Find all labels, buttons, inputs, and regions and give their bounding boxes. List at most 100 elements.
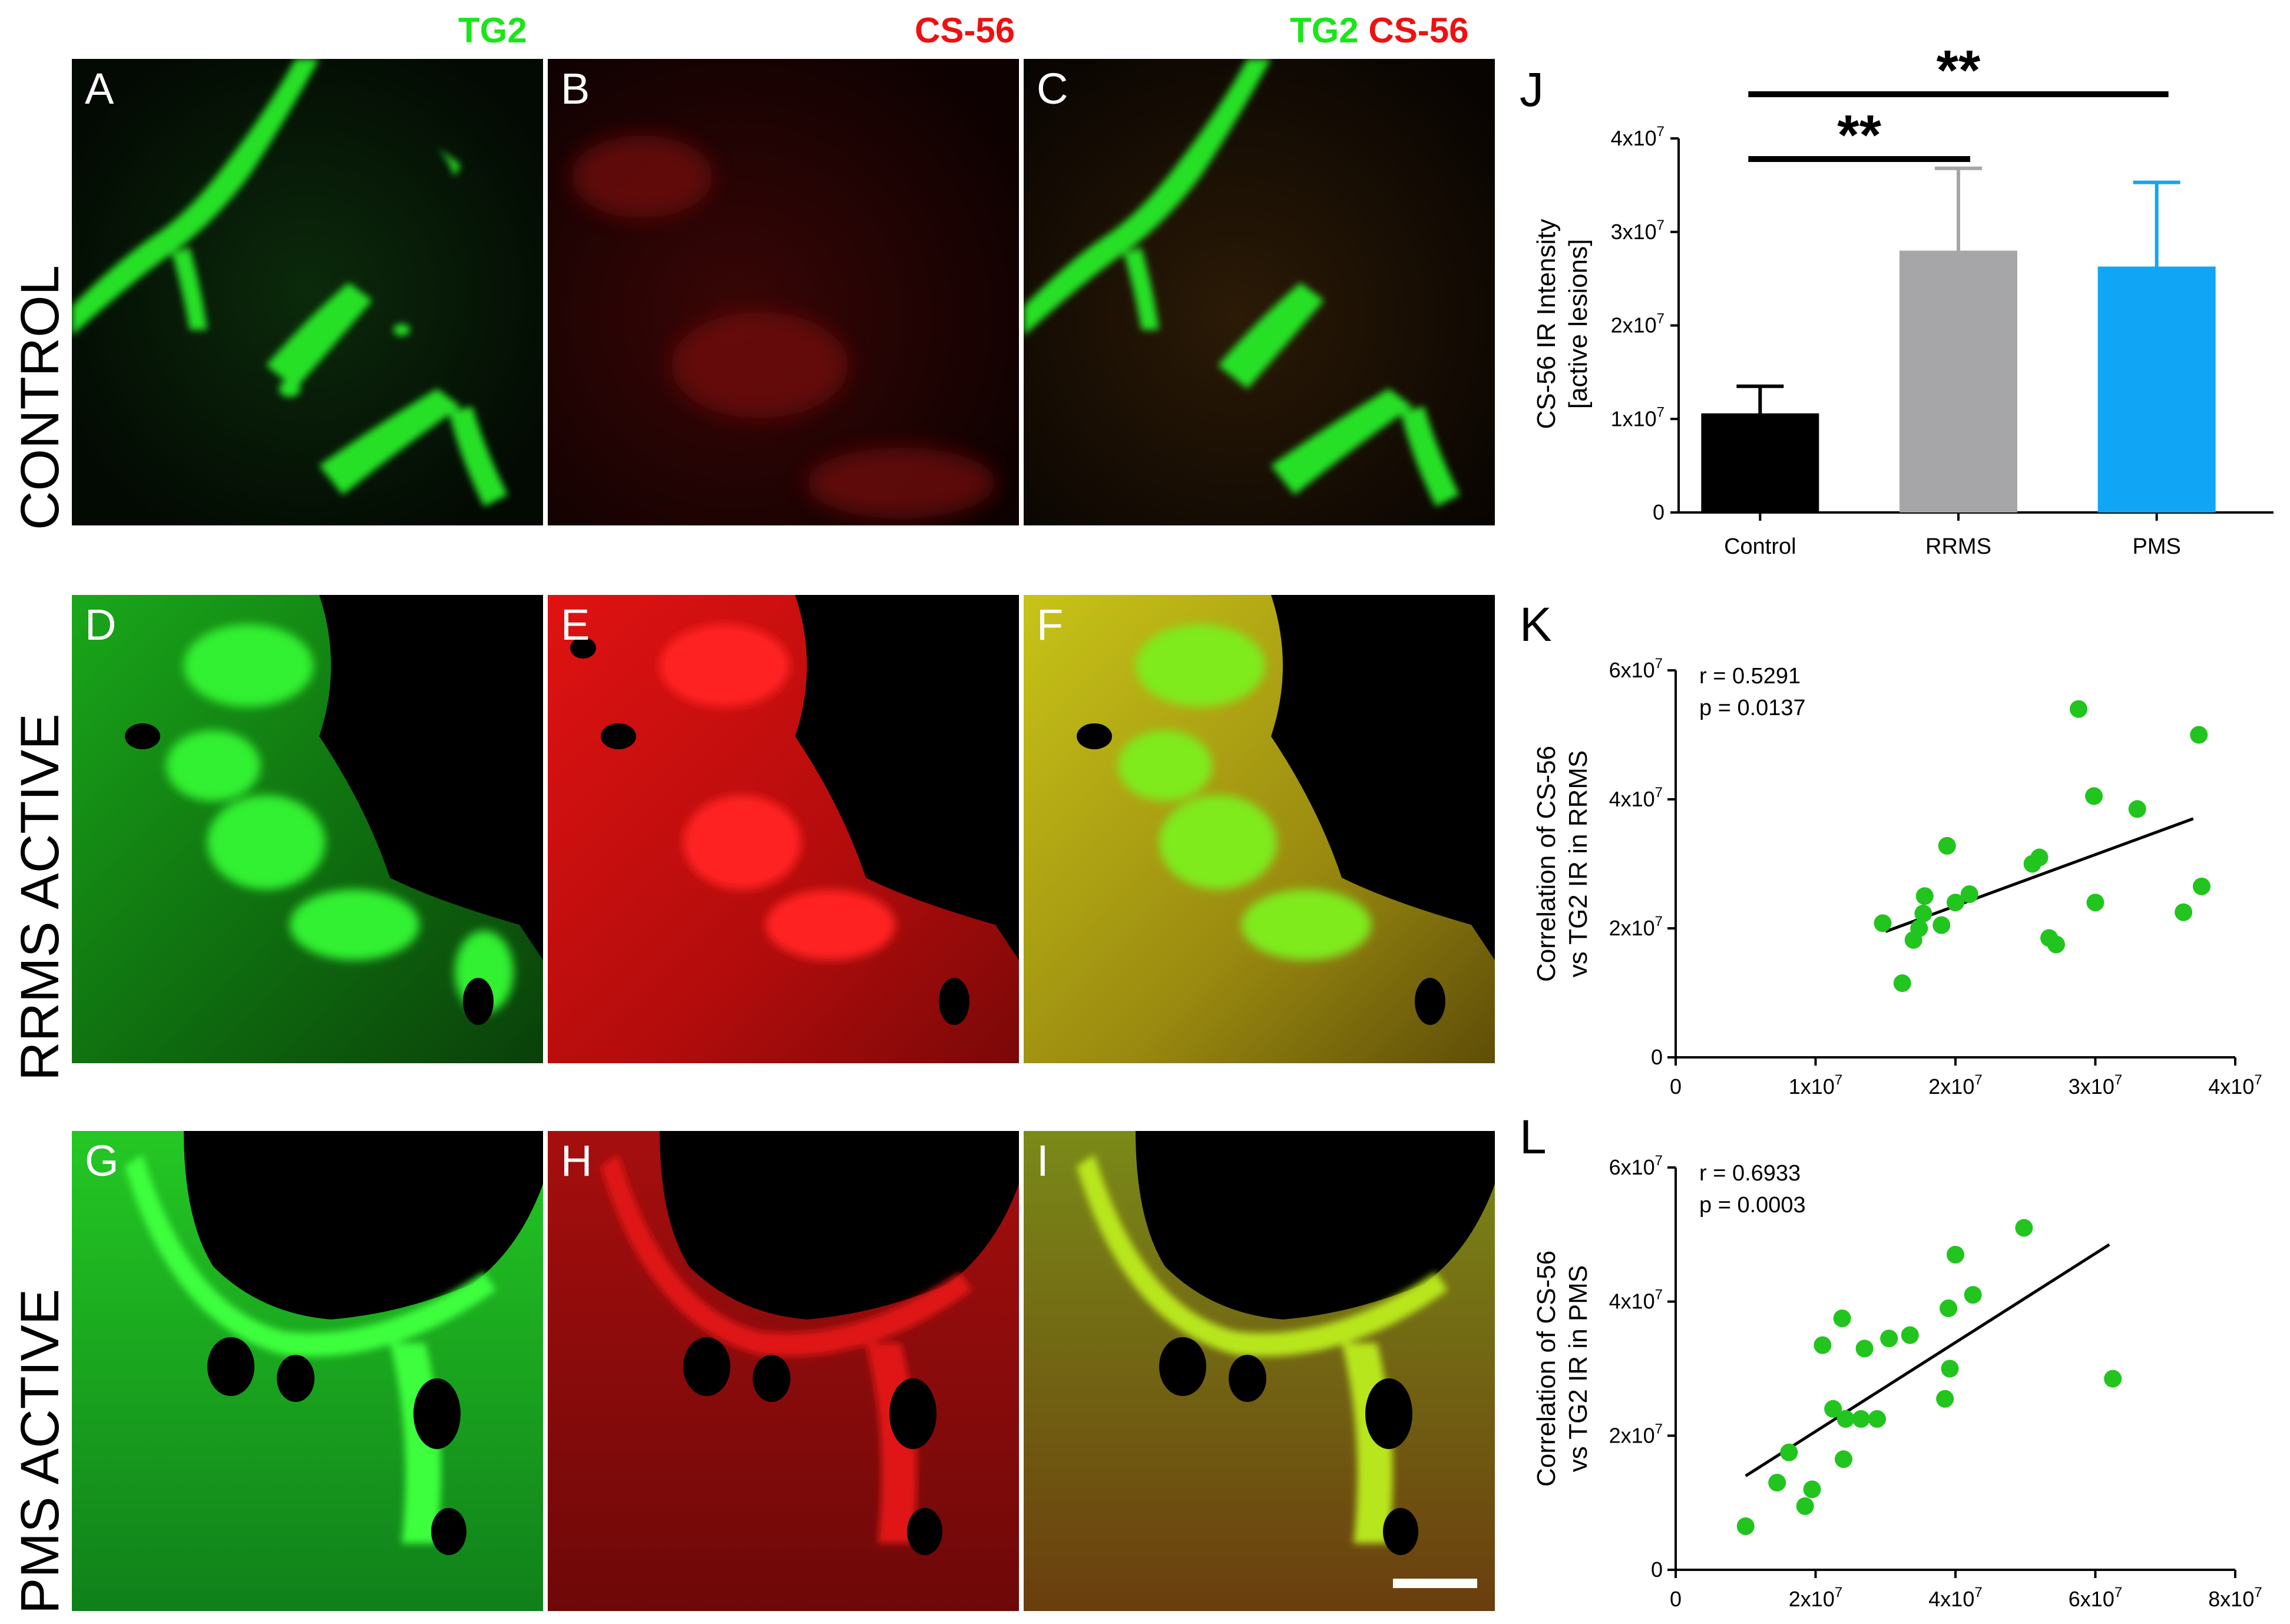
y-axis-label-line1: CS-56 IR Intensity xyxy=(1532,219,1561,429)
scatter-point xyxy=(2015,1219,2033,1237)
panel-label-h: H xyxy=(561,1136,593,1185)
chart-label-l: L xyxy=(1520,1110,1547,1164)
chart-j-svg: CS-56 IR Intensity [active lesions] 0 1x107… xyxy=(1532,39,2274,559)
x-tick-label: 4x107 xyxy=(2208,1072,2262,1099)
x-tick-label: 8x107 xyxy=(2208,1585,2262,1611)
scatter-point xyxy=(1938,836,1956,855)
panel-d-tg2-rrms: D xyxy=(72,595,543,1063)
panel-a-tg2-control: A xyxy=(72,59,543,525)
x-tick-label: 4x107 xyxy=(1928,1585,1982,1611)
chart-label-j: J xyxy=(1520,63,1544,117)
scatter-point xyxy=(1932,916,1951,934)
stat-r: r = 0.6933 xyxy=(1699,1161,1801,1186)
y-tick-label: 0 xyxy=(1653,500,1664,524)
x-tick-label: 6x107 xyxy=(2069,1585,2122,1611)
chart-label-k: K xyxy=(1520,598,1552,651)
scatter-point xyxy=(2070,700,2087,718)
y-tick-label: 2x107 xyxy=(1609,914,1663,940)
y-tick-label: 6x107 xyxy=(1609,1153,1663,1179)
scatter-point xyxy=(1960,885,1978,903)
y-axis-label-line1: Correlation of CS-56 xyxy=(1532,1251,1561,1487)
scatter-point xyxy=(1874,914,1892,932)
scatter-point xyxy=(1736,1517,1755,1536)
panel-i-merge-pms: I xyxy=(1024,1131,1495,1611)
x-tick-label: RRMS xyxy=(1925,534,1991,559)
y-tick-label: 6x107 xyxy=(1609,656,1663,682)
chart-k-svg: Correlation of CS-56 vs TG2 IR in RRMS 0 2x… xyxy=(1532,656,2262,1099)
scatter-point xyxy=(2104,1370,2122,1388)
bar-control xyxy=(1701,413,1819,512)
chart-j: CS-56 IR Intensity [active lesions] 0 1x107… xyxy=(1508,39,2285,589)
scatter-point xyxy=(1780,1443,1798,1461)
scatter-point xyxy=(1796,1497,1814,1515)
scatter-point xyxy=(1910,920,1928,937)
scatter-point xyxy=(1803,1480,1821,1499)
scatter-point xyxy=(1836,1410,1855,1428)
regression-line xyxy=(1745,1243,2110,1477)
y-axis-label-line2: vs TG2 IR in PMS xyxy=(1564,1265,1593,1472)
scatter-point xyxy=(1835,1450,1852,1468)
scatter-point xyxy=(1941,1360,1959,1378)
scatter-point xyxy=(2047,935,2065,954)
y-tick-label: 1x107 xyxy=(1611,404,1664,431)
row-label-rrms: RRMS ACTIVE xyxy=(10,713,70,1081)
y-tick-label: 3x107 xyxy=(1611,217,1664,244)
row-label-pms: PMS ACTIVE xyxy=(10,1288,70,1614)
panel-label-d: D xyxy=(85,600,117,649)
scatter-point xyxy=(2128,800,2146,818)
x-tick-label: 3x107 xyxy=(2069,1072,2122,1099)
y-axis-label-line2: vs TG2 IR in RRMS xyxy=(1564,750,1593,977)
stat-p: p = 0.0003 xyxy=(1699,1193,1806,1218)
x-tick-label: 2x107 xyxy=(1928,1072,1982,1099)
y-tick-label: 0 xyxy=(1651,1045,1663,1069)
scatter-point xyxy=(1893,974,1911,993)
scatter-point xyxy=(2175,903,2193,921)
y-tick-label: 2x107 xyxy=(1611,311,1664,338)
x-tick-label: 1x107 xyxy=(1789,1072,1842,1099)
bar-rrms xyxy=(1899,250,2017,512)
scatter-point xyxy=(1855,1339,1874,1358)
header-merge: TG2 CS-56 xyxy=(1290,11,1469,50)
chart-l-svg: Correlation of CS-56 vs TG2 IR in PMS 0 2x1… xyxy=(1532,1153,2262,1611)
scatter-point xyxy=(2030,848,2049,866)
scatter-point xyxy=(1833,1309,1851,1328)
scatter-point xyxy=(1768,1474,1786,1492)
scatter-point xyxy=(1901,1326,1919,1344)
panel-label-a: A xyxy=(85,64,114,113)
header-tg2: TG2 xyxy=(458,11,527,50)
stat-p: p = 0.0137 xyxy=(1699,696,1806,720)
y-tick-label: 4x107 xyxy=(1609,785,1663,811)
panel-label-b: B xyxy=(561,64,590,113)
y-tick-label: 4x107 xyxy=(1611,124,1664,150)
panel-c-merge-control: C xyxy=(1024,59,1495,525)
panel-label-c: C xyxy=(1037,64,1068,113)
y-axis-label-line1: Correlation of CS-56 xyxy=(1532,746,1561,982)
row-label-control: CONTROL xyxy=(10,265,70,530)
y-tick-label: 4x107 xyxy=(1609,1287,1663,1314)
scatter-point xyxy=(1868,1410,1886,1428)
scatter-point xyxy=(1915,887,1934,905)
panel-label-i: I xyxy=(1037,1136,1049,1185)
scatter-point xyxy=(1964,1286,1982,1304)
scale-bar xyxy=(1393,1579,1477,1588)
panel-b-cs56-control: B xyxy=(548,59,1019,525)
panel-label-f: F xyxy=(1037,600,1064,649)
scatter-point xyxy=(1947,894,1964,912)
significance-label: ** xyxy=(1937,39,1981,102)
chart-k: Correlation of CS-56 vs TG2 IR in RRMS 0 2x… xyxy=(1508,642,2285,1102)
panel-label-e: E xyxy=(561,600,590,649)
stat-r: r = 0.5291 xyxy=(1699,664,1801,689)
x-tick-label: PMS xyxy=(2132,534,2180,559)
panel-g-tg2-pms: G xyxy=(72,1131,543,1611)
panel-f-merge-rrms: F xyxy=(1024,595,1495,1063)
scatter-point xyxy=(1914,904,1932,922)
scatter-point xyxy=(1947,1245,1964,1264)
scatter-point xyxy=(2085,787,2103,805)
scatter-point xyxy=(1880,1329,1898,1348)
scatter-point xyxy=(1936,1390,1954,1408)
panel-h-cs56-pms: H xyxy=(548,1131,1019,1611)
panel-label-g: G xyxy=(85,1136,119,1185)
scatter-point xyxy=(2193,877,2210,895)
y-tick-label: 0 xyxy=(1651,1557,1663,1582)
chart-l: Correlation of CS-56 vs TG2 IR in PMS 0 2x1… xyxy=(1508,1153,2285,1620)
